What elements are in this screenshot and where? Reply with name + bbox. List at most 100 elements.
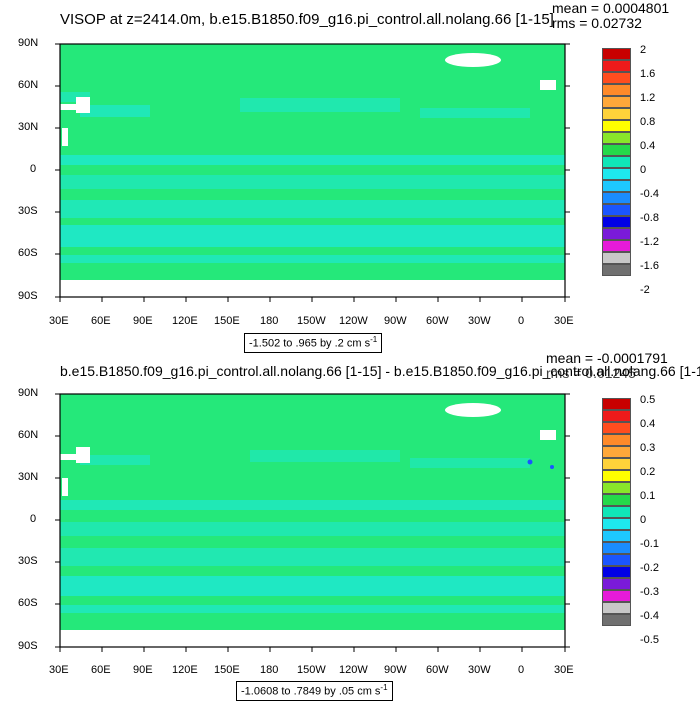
lat-label: 30N: [18, 121, 39, 133]
lat-label: 0: [30, 513, 37, 525]
panel1-range-text: -1.502 to .965 by .2 cm s: [249, 337, 371, 350]
lat-label: 0: [30, 163, 37, 175]
colorbar-swatch: [602, 264, 631, 276]
lon-label: 90W: [384, 664, 407, 676]
colorbar-label: 0.1: [640, 490, 656, 502]
colorbar-swatch: [602, 240, 631, 252]
colorbar-swatch: [602, 144, 631, 156]
panel2-map: [55, 393, 570, 652]
colorbar-swatch: [602, 614, 631, 626]
lon-label: 60E: [91, 315, 111, 327]
colorbar-label: -1.2: [640, 236, 659, 248]
colorbar-swatch: [602, 180, 631, 192]
colorbar-swatch: [602, 72, 631, 84]
panel2-range-text: -1.0608 to .7849 by .05 cm s: [241, 685, 381, 698]
lon-label: 120E: [172, 664, 198, 676]
panel1-rms: rms = 0.02732: [552, 15, 642, 31]
lat-label: 60N: [18, 429, 39, 441]
colorbar-label: -0.4: [640, 610, 659, 622]
colorbar-label: 0.2: [640, 466, 656, 478]
colorbar-swatch: [602, 204, 631, 216]
colorbar-swatch: [602, 60, 631, 72]
colorbar-label: 0: [640, 514, 647, 526]
lon-label: 60W: [426, 315, 449, 327]
colorbar-label: 0.5: [640, 394, 656, 406]
lon-label: 120W: [339, 315, 368, 327]
colorbar-label: 1.2: [640, 92, 656, 104]
lat-label: 60S: [18, 597, 38, 609]
lon-label: 30W: [468, 315, 491, 327]
colorbar-swatch: [602, 602, 631, 614]
lat-label: 30S: [18, 555, 38, 567]
antarctica-mask: [60, 630, 565, 647]
panel1-contour-range: -1.502 to .965 by .2 cm s-1: [244, 333, 383, 353]
lon-label: 90W: [384, 315, 407, 327]
lon-label: 60E: [91, 664, 111, 676]
antarctica-mask: [60, 280, 565, 297]
colorbar-swatch: [602, 48, 631, 60]
colorbar-label: 2: [640, 44, 647, 56]
lon-label: 150W: [297, 315, 326, 327]
panel2-mean: mean = -0.0001791: [546, 350, 668, 366]
lat-label: 60S: [18, 247, 38, 259]
lon-label: 180: [260, 664, 279, 676]
greenland-mask: [445, 403, 501, 417]
colorbar-swatch: [602, 446, 631, 458]
lat-label: 90N: [18, 387, 39, 399]
lon-label: 0: [518, 664, 525, 676]
lon-label: 150W: [297, 664, 326, 676]
colorbar-label: 1.6: [640, 68, 656, 80]
colorbar-swatch: [602, 458, 631, 470]
colorbar-swatch: [602, 108, 631, 120]
colorbar-swatch: [602, 132, 631, 144]
lon-label: 150E: [214, 664, 240, 676]
colorbar-swatch: [602, 566, 631, 578]
lon-label: 60W: [426, 664, 449, 676]
colorbar-swatch: [602, 470, 631, 482]
panel2-rms: rms = 0.01245: [546, 365, 636, 381]
colorbar-swatch: [602, 422, 631, 434]
lon-label: 30E: [49, 315, 69, 327]
colorbar-swatch: [602, 494, 631, 506]
lat-label: 90S: [18, 290, 38, 302]
lat-label: 60N: [18, 79, 39, 91]
panel1-mean: mean = 0.0004801: [552, 0, 670, 16]
panel1-ocean-field: [60, 44, 565, 280]
colorbar-swatch: [602, 96, 631, 108]
colorbar-swatch: [602, 518, 631, 530]
colorbar-swatch: [602, 578, 631, 590]
colorbar-swatch: [602, 506, 631, 518]
lon-label: 120W: [339, 664, 368, 676]
lon-label: 0: [518, 315, 525, 327]
colorbar-label: -0.1: [640, 538, 659, 550]
lon-label: 30E: [554, 664, 574, 676]
colorbar-swatch: [602, 84, 631, 96]
colorbar-swatch: [602, 120, 631, 132]
colorbar-label: 0.4: [640, 140, 656, 152]
panel1-range-sup: -1: [370, 335, 378, 344]
colorbar-label: -0.4: [640, 188, 659, 200]
colorbar-swatch: [602, 228, 631, 240]
colorbar-swatch: [602, 554, 631, 566]
colorbar-swatch: [602, 530, 631, 542]
colorbar-swatch: [602, 216, 631, 228]
colorbar-swatch: [602, 398, 631, 410]
lon-label: 150E: [214, 315, 240, 327]
panel2-contour-range: -1.0608 to .7849 by .05 cm s-1: [236, 681, 393, 701]
colorbar-swatch: [602, 482, 631, 494]
colorbar-label: 0.8: [640, 116, 656, 128]
lon-label: 30E: [554, 315, 574, 327]
lat-label: 30N: [18, 471, 39, 483]
panel1-title: VISOP at z=2414.0m, b.e15.B1850.f09_g16.…: [60, 11, 554, 28]
lat-label: 30S: [18, 205, 38, 217]
colorbar-label: 0.4: [640, 418, 656, 430]
lon-label: 180: [260, 315, 279, 327]
colorbar-swatch: [602, 410, 631, 422]
panel1-map: [55, 43, 570, 302]
colorbar-swatch: [602, 434, 631, 446]
lon-label: 120E: [172, 315, 198, 327]
lat-label: 90N: [18, 37, 39, 49]
colorbar-swatch: [602, 156, 631, 168]
colorbar-swatch: [602, 168, 631, 180]
colorbar-label: 0: [640, 164, 647, 176]
